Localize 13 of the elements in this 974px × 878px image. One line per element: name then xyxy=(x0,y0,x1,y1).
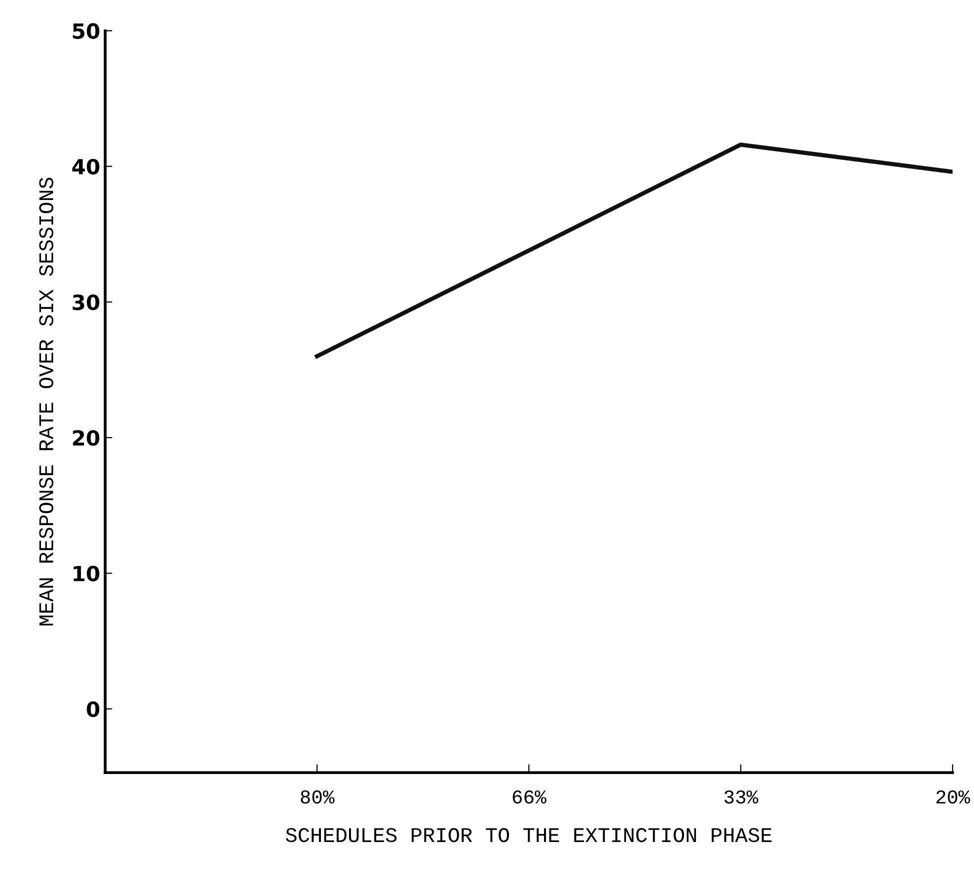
x-axis-title: SCHEDULES PRIOR TO THE EXTINCTION PHASE xyxy=(286,828,772,842)
x-tick-label: 20% xyxy=(936,790,970,804)
line-series xyxy=(314,142,953,358)
y-tick-label: 30 xyxy=(72,294,100,310)
y-tick-label: 20 xyxy=(72,430,100,446)
x-tick-label: 33% xyxy=(724,790,758,804)
x-tick-label: 80% xyxy=(300,790,335,804)
y-tick-label: 0 xyxy=(86,701,100,718)
x-tick-label: 66% xyxy=(512,790,546,804)
y-axis-title: MEAN RESPONSE RATE OVER SIX SESSIONS xyxy=(39,178,54,626)
y-tick-label: 40 xyxy=(72,158,100,175)
y-tick-label: 50 xyxy=(72,23,100,39)
y-tick-label: 10 xyxy=(74,566,100,582)
